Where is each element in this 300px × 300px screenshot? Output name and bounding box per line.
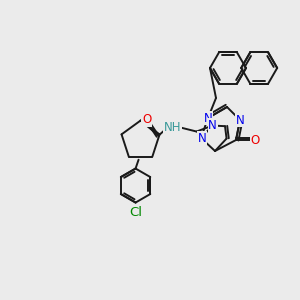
Text: N: N [208,119,217,132]
Text: NH: NH [164,121,181,134]
Text: O: O [250,134,260,146]
Text: N: N [236,113,244,127]
Text: N: N [198,131,206,145]
Text: N: N [204,112,212,124]
Text: O: O [142,113,151,126]
Text: Cl: Cl [129,206,142,219]
